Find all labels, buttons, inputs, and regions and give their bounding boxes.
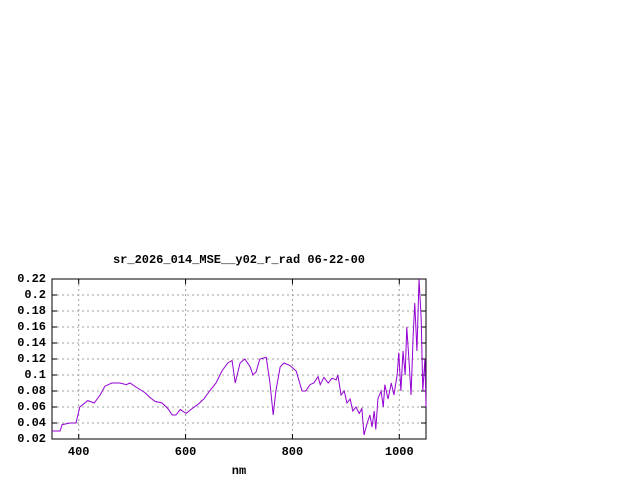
data-line — [52, 278, 427, 436]
y-tick-label: 0.14 — [17, 336, 46, 350]
x-tick-label: 1000 — [385, 445, 414, 459]
x-axis-label: nm — [232, 464, 246, 478]
y-tick-label: 0.08 — [17, 384, 46, 398]
y-tick-label: 0.22 — [17, 272, 46, 286]
x-tick-label: 800 — [282, 445, 304, 459]
y-tick-label: 0.02 — [17, 432, 46, 446]
y-tick-label: 0.2 — [24, 288, 46, 302]
y-tick-label: 0.1 — [24, 368, 46, 382]
chart-title: sr_2026_014_MSE__y02_r_rad 06-22-00 — [113, 253, 365, 267]
x-tick-label: 600 — [175, 445, 197, 459]
y-tick-label: 0.04 — [17, 416, 46, 430]
y-tick-label: 0.06 — [17, 400, 46, 414]
y-tick-label: 0.18 — [17, 304, 46, 318]
plot-border — [51, 278, 427, 440]
y-tick-label: 0.16 — [17, 320, 46, 334]
x-tick-label: 400 — [68, 445, 90, 459]
y-tick-label: 0.12 — [17, 352, 46, 366]
